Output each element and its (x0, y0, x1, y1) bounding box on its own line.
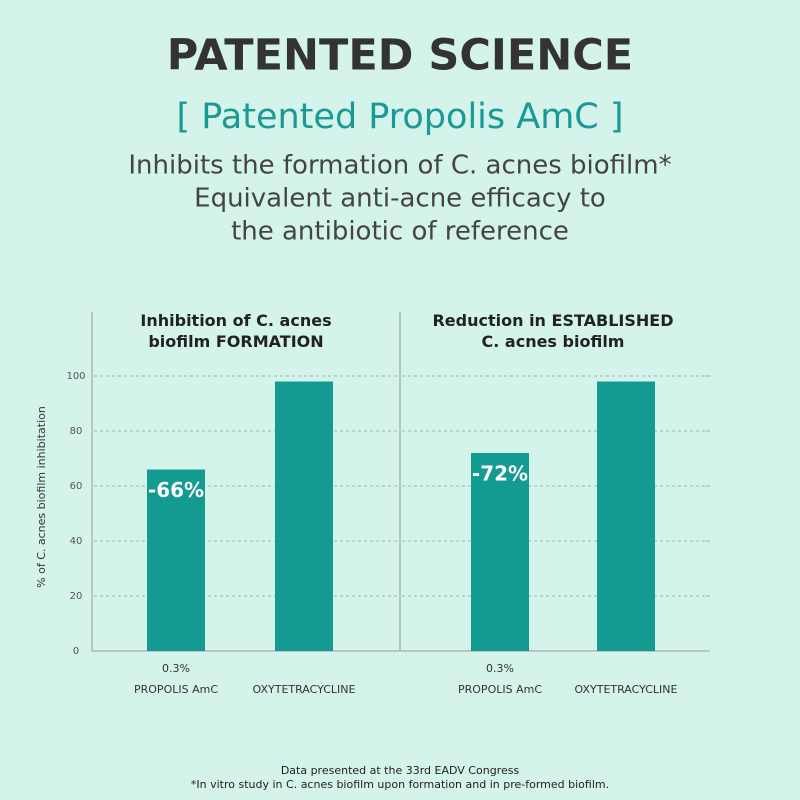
bar (471, 453, 529, 651)
y-tick-label: 40 (70, 536, 83, 547)
y-axis-label: % of C. acnes biofilm inhibitation (35, 406, 48, 588)
subtitle: [ Patented Propolis AmC ] (176, 97, 623, 137)
bar (597, 381, 655, 651)
y-tick-label: 100 (66, 371, 85, 382)
y-tick-label: 20 (70, 591, 83, 602)
bar (147, 469, 205, 651)
chart-title: Inhibition of C. acnes biofilm FORMATION (140, 311, 331, 351)
bar (275, 381, 333, 651)
x-tick-label: 0.3% PROPOLIS AmC (134, 662, 218, 696)
y-tick-label: 60 (70, 481, 83, 492)
x-tick-label: OXYTETRACYCLINE (253, 683, 356, 696)
x-tick-label: OXYTETRACYCLINE (575, 683, 678, 696)
chart-title: Reduction in ESTABLISHED C. acnes biofilm (432, 311, 673, 351)
value-label: -72% (472, 462, 528, 486)
description-line: Equivalent anti-acne efficacy to (194, 184, 606, 214)
description-line: Inhibits the formation of C. acnes biofi… (128, 151, 671, 181)
footnote: *In vitro study in C. acnes biofilm upon… (191, 778, 609, 791)
x-tick-label: 0.3% PROPOLIS AmC (458, 662, 542, 696)
value-label: -66% (148, 478, 204, 502)
description-line: the antibiotic of reference (231, 217, 569, 247)
title: PATENTED SCIENCE (167, 31, 633, 81)
y-tick-label: 0 (73, 646, 79, 657)
footnote: Data presented at the 33rd EADV Congress (281, 764, 520, 777)
y-tick-label: 80 (70, 426, 83, 437)
